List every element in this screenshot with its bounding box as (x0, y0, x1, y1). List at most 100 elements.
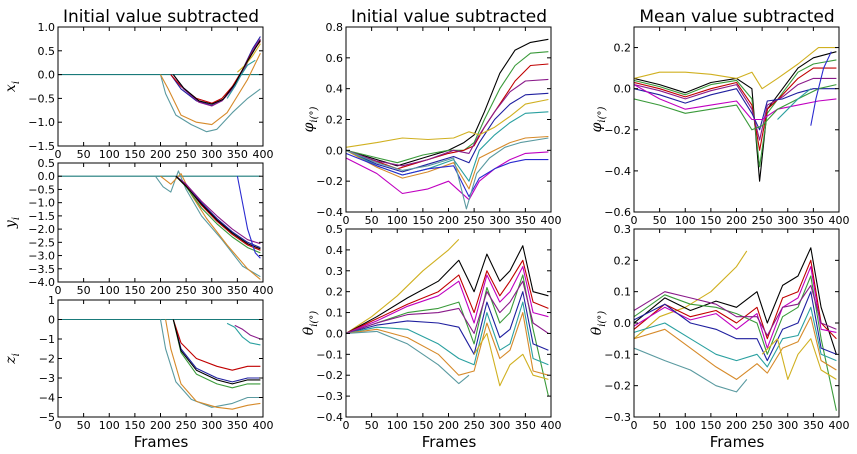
x-tick-label: 250 (752, 419, 773, 432)
series-line-6 (172, 319, 261, 389)
x-tick-label: 50 (653, 419, 667, 432)
y-tick-label: 1 (48, 294, 55, 307)
series-line-7 (234, 324, 261, 340)
series-line-11 (346, 137, 549, 210)
y-tick-label: −2.0 (28, 223, 55, 236)
y-tick-label: −1 (39, 333, 55, 346)
series-line-4 (346, 78, 549, 167)
series-line-7 (175, 175, 261, 245)
y-tick-label: 0.6 (326, 52, 344, 65)
panel-phi-mean: 0 50 100 150 200 250 300 350 400 −0.6 −0.4 −0.2 0.0 0… (589, 26, 850, 227)
y-tick-label: −3.0 (28, 250, 55, 263)
series-line-7 (226, 59, 256, 99)
series-line-10 (634, 347, 748, 393)
x-tick-label: 200 (150, 148, 171, 161)
series-line-1 (346, 239, 460, 334)
series-group (346, 239, 549, 397)
x-tick-label: 300 (201, 284, 222, 297)
x-tick-label: 400 (829, 214, 850, 227)
x-tick-label: 150 (412, 214, 433, 227)
y-axis-label: yi (3, 217, 22, 229)
x-tick-label: 50 (365, 214, 379, 227)
x-tick-label: 250 (176, 419, 197, 432)
y-tick-label: 0.2 (326, 114, 344, 127)
y-tick-label: 0.8 (326, 21, 344, 34)
y-tick-label: −0.4 (316, 206, 343, 219)
y-tick-label: 0.0 (38, 170, 56, 183)
xlabel-col-1: Frames (134, 433, 189, 451)
series-line-8 (346, 98, 549, 148)
series-group (634, 47, 837, 182)
x-tick-label: 400 (253, 419, 274, 432)
series-line-2 (159, 74, 261, 133)
panel-z: 0 50 100 150 200 250 300 350 400 −5 −4 −3 −2 −1 0 1 zi (3, 294, 274, 432)
series-line-9 (634, 284, 837, 337)
x-tick-label: 200 (150, 419, 171, 432)
y-tick-label: 0.0 (326, 144, 344, 157)
x-tick-label: 150 (412, 419, 433, 432)
y-tick-label: −1.5 (28, 210, 55, 223)
series-line-8 (226, 322, 261, 346)
x-tick-label: 200 (438, 419, 459, 432)
y-tick-label: −0.3 (316, 390, 343, 403)
series-line-2 (346, 245, 549, 334)
y-tick-label: 0.2 (614, 42, 632, 55)
series-line-5 (634, 88, 837, 131)
x-tick-label: 0 (343, 419, 350, 432)
y-tick-label: 0.0 (326, 327, 344, 340)
x-tick-label: 250 (176, 284, 197, 297)
y-tick-label: −0.2 (316, 369, 343, 382)
plot-frame (57, 162, 264, 283)
x-tick-label: 50 (77, 284, 91, 297)
series-line-2 (154, 170, 261, 278)
plot-frame (633, 26, 840, 213)
x-tick-label: 150 (124, 148, 145, 161)
y-tick-label: 0.1 (614, 286, 632, 299)
series-line-9 (172, 40, 261, 105)
y-axis-label: φi(°) (589, 107, 608, 133)
x-tick-label: 200 (726, 419, 747, 432)
x-tick-label: 50 (365, 419, 379, 432)
y-tick-label: 1.0 (38, 21, 56, 34)
y-tick-label: 0.5 (326, 223, 344, 236)
y-axis-label: φi(°) (301, 107, 320, 133)
y-tick-label: −4 (39, 392, 55, 405)
y-tick-label: −0.5 (28, 92, 55, 105)
series-line-2 (634, 247, 837, 355)
x-tick-label: 150 (700, 419, 721, 432)
y-axis-label: zi (3, 353, 22, 365)
y-tick-label: −3 (39, 372, 55, 385)
y-tick-label: −1.0 (28, 197, 55, 210)
x-tick-label: 300 (777, 214, 798, 227)
x-tick-label: 100 (387, 419, 408, 432)
y-tick-label: 0.0 (38, 69, 56, 82)
series-line-6 (346, 291, 549, 355)
series-line-3 (634, 259, 837, 340)
series-line-11 (473, 332, 549, 387)
y-tick-label: 0.3 (326, 265, 344, 278)
series-line-7 (346, 135, 549, 190)
x-tick-label: 50 (653, 214, 667, 227)
title-col-1: Initial value subtracted (63, 7, 259, 27)
x-tick-label: 300 (201, 148, 222, 161)
x-tick-label: 350 (515, 214, 536, 227)
x-tick-label: 350 (515, 419, 536, 432)
y-tick-label: 0.4 (326, 83, 344, 96)
y-tick-label: −3.5 (28, 263, 55, 276)
x-tick-label: 100 (675, 214, 696, 227)
x-tick-label: 100 (387, 214, 408, 227)
y-tick-label: −0.2 (604, 124, 631, 137)
x-tick-label: 0 (55, 284, 62, 297)
series-line-10 (346, 330, 470, 385)
x-tick-label: 200 (726, 214, 747, 227)
x-tick-label: 200 (438, 214, 459, 227)
panel-theta-initial: 0 50 100 150 200 250 300 350 400 −0.4 −0.3 −0.2 −0.1… (301, 223, 562, 432)
series-line-8 (346, 312, 549, 376)
series-line-5 (175, 175, 261, 251)
x-tick-label: 250 (752, 214, 773, 227)
x-tick-label: 100 (99, 284, 120, 297)
series-line-5 (170, 40, 261, 104)
y-tick-label: −0.2 (604, 380, 631, 393)
plot-frame (345, 26, 552, 213)
series-group (634, 247, 837, 411)
